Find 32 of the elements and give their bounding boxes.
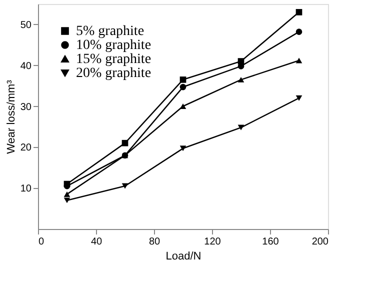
x-tick-label: 120 — [204, 236, 222, 248]
y-tick-label: 30 — [20, 102, 32, 113]
point — [296, 9, 302, 16]
x-tick-label: 200 — [312, 236, 329, 248]
point — [180, 76, 186, 83]
point — [238, 76, 244, 82]
point — [180, 84, 186, 90]
point — [180, 146, 186, 152]
point — [238, 63, 244, 70]
y-axis-title: Wear loss/mm³ — [5, 80, 18, 154]
y-tick-label: 10 — [20, 184, 32, 195]
point — [122, 183, 128, 189]
legend-label: 10% graphite — [76, 38, 152, 53]
y-tick-label: 40 — [20, 60, 32, 72]
x-tick-label: 80 — [148, 236, 160, 248]
y-tick-label: 20 — [20, 142, 32, 154]
x-axis-title: Load/N — [166, 250, 202, 262]
point — [238, 124, 244, 130]
legend-label: 5% graphite — [76, 24, 144, 39]
point — [296, 95, 302, 101]
legend-label: 15% graphite — [76, 52, 152, 67]
point — [64, 198, 70, 204]
x-tick-label: 0 — [38, 236, 44, 248]
point — [296, 28, 302, 35]
point — [122, 140, 128, 146]
y-tick-label: 50 — [20, 20, 32, 31]
point — [296, 58, 302, 64]
point — [64, 191, 70, 197]
point — [180, 104, 186, 110]
legend-label: 20% graphite — [76, 66, 152, 81]
x-tick-label: 40 — [90, 236, 102, 248]
x-tick-label: 160 — [262, 236, 280, 248]
